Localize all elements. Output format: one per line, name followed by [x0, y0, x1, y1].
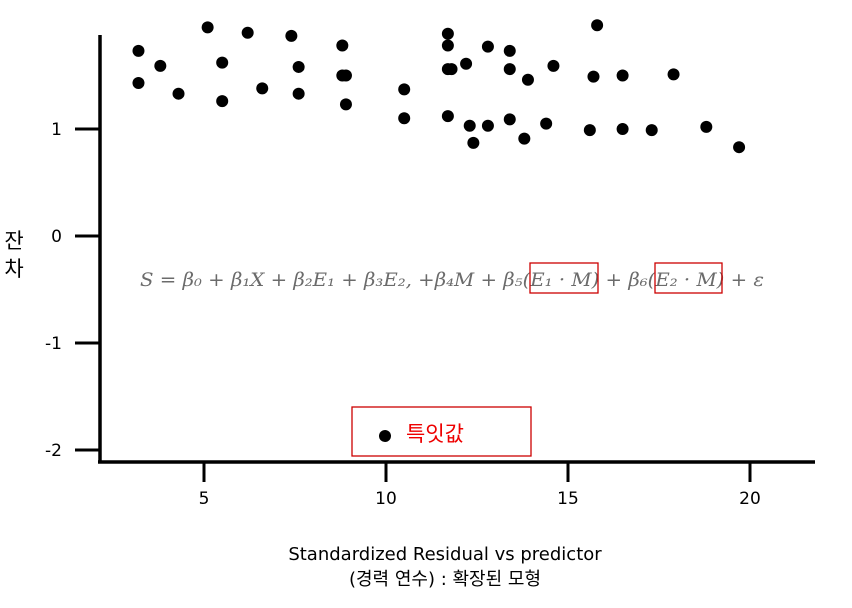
x-axis-label-line-1: Standardized Residual vs predictor [288, 544, 602, 565]
data-point [172, 87, 185, 100]
x-tick-label: 15 [557, 489, 579, 509]
data-point [583, 124, 596, 137]
data-point [154, 59, 167, 72]
legend: 특잇값 [351, 406, 532, 457]
data-point [339, 69, 352, 82]
data-point [481, 40, 494, 53]
data-point [587, 70, 600, 83]
y-tick-label: 0 [51, 227, 62, 247]
data-point [256, 82, 269, 95]
data-point [463, 119, 476, 132]
data-point [460, 57, 473, 70]
data-point [441, 27, 454, 40]
data-point [503, 63, 516, 76]
data-point [398, 83, 411, 96]
data-point [441, 110, 454, 123]
data-point [241, 26, 254, 39]
data-point [700, 120, 713, 133]
data-point [336, 39, 349, 52]
axes [75, 35, 815, 482]
data-point [292, 87, 305, 100]
data-point [616, 123, 629, 135]
legend-marker [379, 430, 391, 442]
data-point [667, 68, 680, 81]
data-point [481, 119, 494, 132]
y-tick-label: 1 [51, 120, 62, 140]
data-point [216, 95, 229, 108]
data-point [445, 63, 458, 76]
data-point [591, 19, 604, 32]
data-point [540, 117, 553, 130]
data-point [521, 73, 534, 86]
formula-highlight-e2-m [654, 262, 723, 294]
data-point [503, 44, 516, 57]
data-point [616, 69, 629, 82]
data-point [201, 21, 214, 34]
data-point [216, 56, 229, 69]
y-axis-label-char-2: 차 [4, 257, 23, 281]
formula-highlight-e1-m [529, 262, 599, 294]
data-point [441, 39, 454, 52]
legend-label: 특잇값 [406, 422, 464, 446]
x-tick-label: 10 [375, 489, 397, 509]
tick-labels: 10-1-25 10 15 20 [45, 120, 761, 509]
x-tick-label: 5 [199, 489, 210, 509]
y-tick-label: -2 [45, 441, 62, 461]
y-axis-label-char-1: 잔 [4, 229, 23, 253]
data-point [518, 132, 531, 145]
x-tick-label: 20 [739, 489, 761, 509]
data-point [285, 29, 298, 42]
data-point [339, 98, 352, 111]
data-point [132, 44, 145, 57]
y-tick-label: -1 [45, 334, 62, 354]
data-point [292, 60, 305, 73]
x-axis-label-line-2: (경력 연수) : 확장된 모형 [349, 569, 541, 590]
data-point [733, 141, 746, 154]
data-point [645, 124, 658, 137]
data-point [132, 76, 145, 89]
data-point [547, 59, 560, 72]
data-point [398, 112, 411, 125]
data-point [503, 113, 516, 126]
model-formula: S = β₀ + β₁X + β₂E₁ + β₃E₂, +β₄M + β₅(E₁… [140, 269, 764, 291]
data-points [132, 19, 746, 154]
data-point [467, 136, 480, 149]
